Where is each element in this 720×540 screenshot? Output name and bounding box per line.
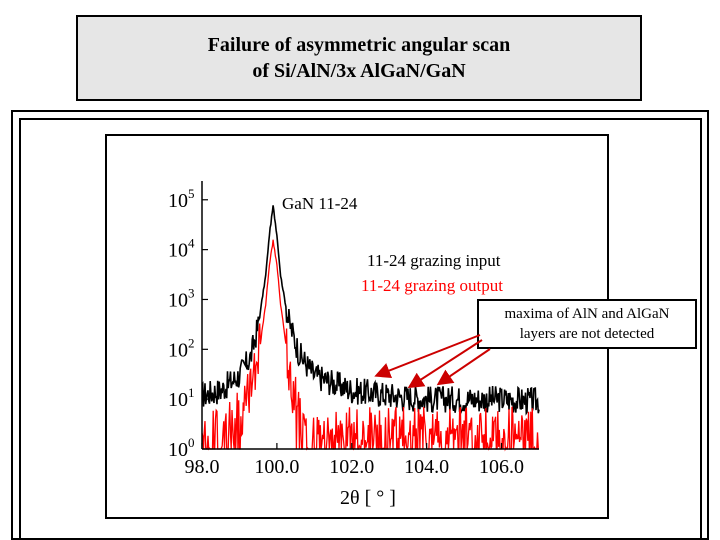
annotation-line-2: layers are not detected	[519, 326, 655, 342]
x-tick-label: 104.0	[404, 456, 449, 478]
axes-layer	[201, 181, 539, 450]
xrd-scan-chart: 98.0 100.0 102.0 104.0 106.01001011021031041…	[168, 181, 540, 509]
annotation-line-1: maxima of AlN and AlGaN	[504, 306, 670, 322]
y-tick-label: 105	[168, 186, 195, 212]
content-frame-outer	[11, 110, 709, 540]
content-frame-inner	[19, 118, 702, 540]
slide-title-line-2: of Si/AlN/3x AlGaN/GaN	[252, 60, 466, 82]
legend-entry-grazing-input: 11-24 grazing input	[367, 251, 501, 270]
x-tick-label: 98.0	[185, 456, 220, 478]
tick-label-layer: 98.0 100.0 102.0 104.0 106.01001011021031041…	[168, 186, 524, 478]
slide-title-line-1: Failure of asymmetric angular scan	[207, 34, 511, 56]
y-tick-label: 101	[168, 385, 195, 411]
x-axis-label: 2θ [ ° ]	[340, 487, 396, 509]
y-tick-label: 103	[168, 285, 195, 311]
peak-label: GaN 11-24	[282, 194, 358, 213]
series-line-grazing-input	[201, 205, 540, 416]
x-tick-label: 106.0	[479, 456, 524, 478]
y-tick-label: 104	[168, 236, 195, 262]
x-tick-label: 102.0	[329, 456, 374, 478]
x-tick-label: 100.0	[254, 456, 299, 478]
y-tick-label: 102	[168, 335, 195, 361]
legend-entry-grazing-output: 11-24 grazing output	[361, 276, 503, 295]
slide-title-box: Failure of asymmetric angular scan of Si…	[76, 15, 642, 101]
annotation-box: maxima of AlN and AlGaN layers are not d…	[477, 299, 697, 349]
